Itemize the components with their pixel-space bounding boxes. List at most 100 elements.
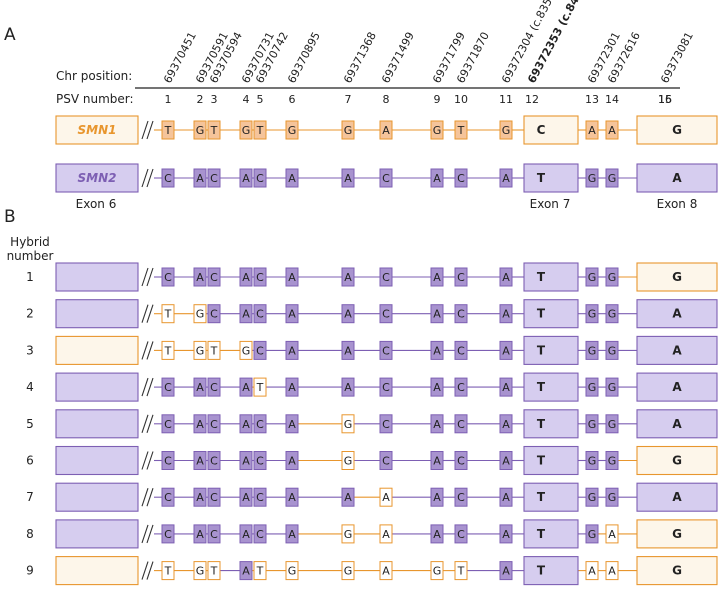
break-mark: [141, 267, 149, 287]
psv-box: [585, 267, 599, 287]
psv-base: C: [210, 308, 218, 321]
psv-base: G: [433, 565, 442, 578]
psv-number: 7: [345, 93, 352, 106]
break-mark: [146, 120, 154, 140]
psv-box: [253, 377, 267, 397]
psv-box: [605, 524, 619, 544]
psv-base: T: [256, 124, 264, 137]
hybrid-number: 7: [26, 490, 34, 504]
psv-base: A: [242, 565, 250, 578]
psv-base: A: [242, 381, 250, 394]
exon6-box: [55, 482, 139, 512]
psv-box: [585, 377, 599, 397]
hybrid-number: 8: [26, 527, 34, 541]
psv-base: A: [588, 124, 596, 137]
psv-base: C: [382, 418, 390, 431]
psv-box: [253, 120, 267, 140]
break-mark: [141, 561, 149, 580]
gene-name: SMN1: [78, 123, 117, 137]
psv-box: [341, 487, 355, 507]
break-mark: [141, 168, 149, 188]
psv-box: [585, 120, 599, 140]
psv-base: G: [608, 491, 617, 504]
psv-base: A: [433, 491, 441, 504]
psv-box: [161, 487, 175, 507]
chr-position: 69371368: [341, 30, 379, 86]
hybrid-number: 2: [26, 307, 34, 321]
psv-base: A: [502, 418, 510, 431]
psv-base: T: [210, 344, 218, 357]
psv-box: [239, 561, 253, 581]
psv-base: C: [164, 418, 172, 431]
psv-base: A: [288, 455, 296, 468]
hybrid-row: 3TGTGCAACACATGGAA: [26, 335, 718, 365]
psv-box: [585, 168, 599, 188]
psv-box: [430, 304, 444, 324]
break-mark: [141, 304, 149, 323]
psv-base: G: [433, 124, 442, 137]
psv-box: [253, 414, 267, 434]
chr-position-label: Chr position:: [56, 69, 132, 83]
psv-box: [341, 168, 355, 188]
psv-base: G: [242, 344, 251, 357]
psv-base: T: [164, 344, 172, 357]
psv-base: C: [256, 308, 264, 321]
psv-base: C: [164, 491, 172, 504]
psv-box: [585, 524, 599, 544]
exon7-box: [523, 163, 579, 193]
exon8-box: [636, 335, 718, 365]
psv-box: [193, 340, 207, 360]
psv-base: A: [433, 308, 441, 321]
exon8-box: [636, 115, 718, 145]
exon6-box: [55, 163, 139, 193]
exon8-box: [636, 482, 718, 512]
psv-base: A: [196, 418, 204, 431]
hybrid-header-line2: number: [7, 249, 54, 263]
psv-box: [239, 414, 253, 434]
psv-base: C: [457, 308, 465, 321]
psv-box: [379, 451, 393, 470]
psv-base: A: [502, 172, 510, 185]
psv-box: [379, 487, 393, 507]
psv-base: G: [608, 455, 617, 468]
exon8-box: [636, 409, 718, 439]
hybrid-row: 8CACACAGAACATGAGG: [26, 519, 718, 549]
exon7-label: Exon 7: [530, 197, 571, 211]
psv-base: G: [608, 308, 617, 321]
psv-box: [341, 340, 355, 360]
psv-box: [285, 451, 299, 470]
psv-base: T: [537, 564, 546, 578]
psv-box: [161, 561, 175, 581]
psv-box: [499, 414, 513, 434]
psv-number: 14: [605, 93, 619, 106]
psv-box: [430, 377, 444, 397]
psv-base: A: [382, 528, 390, 541]
psv-box: [605, 414, 619, 434]
psv-box: [253, 561, 267, 581]
psv-box: [285, 487, 299, 507]
psv-box: [454, 340, 468, 360]
psv-base: A: [196, 491, 204, 504]
psv-box: [193, 451, 207, 470]
psv-box: [454, 377, 468, 397]
psv-number: 1: [165, 93, 172, 106]
psv-box: [499, 267, 513, 287]
psv-box: [253, 168, 267, 188]
psv-base: C: [256, 455, 264, 468]
psv-number: 15: [658, 93, 672, 106]
hybrid-row: 7CACACAAAACATGGAA: [26, 482, 718, 512]
psv-base: A: [196, 381, 204, 394]
psv-box: [499, 451, 513, 470]
psv-base: A: [242, 418, 250, 431]
psv-base: T: [537, 343, 546, 357]
psv-base: A: [502, 381, 510, 394]
exon6-box: [55, 409, 139, 439]
psv-base: A: [196, 271, 204, 284]
psv-base: A: [433, 455, 441, 468]
psv-base: A: [288, 308, 296, 321]
psv-base: T: [537, 307, 546, 321]
psv-box: [193, 168, 207, 188]
psv-box: [207, 377, 221, 397]
psv-box: [285, 561, 299, 581]
exon6-box: [55, 556, 139, 586]
